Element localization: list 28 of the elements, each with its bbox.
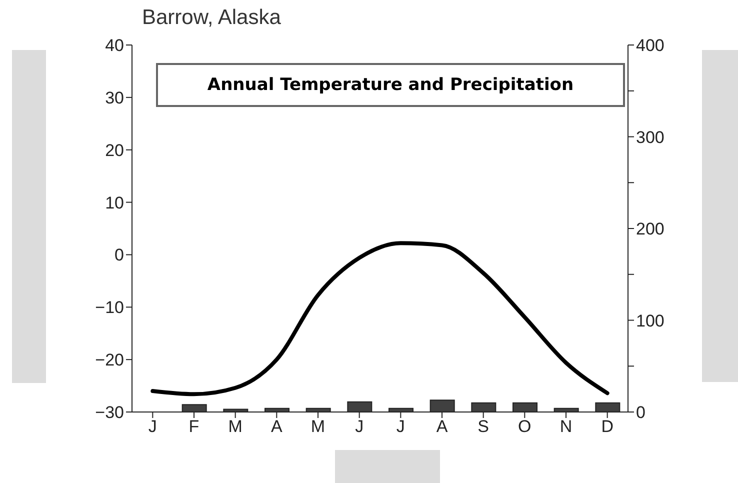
- text: Annual Temperature and Precipitation: [156, 63, 625, 107]
- x-tick-label: M: [228, 417, 242, 436]
- y2-tick-label: 100: [636, 311, 664, 330]
- y-tick-label: 10: [105, 193, 124, 212]
- x-tick-label: D: [601, 417, 614, 436]
- x-tick-label: F: [188, 417, 200, 436]
- x-tick-label: M: [310, 417, 326, 436]
- y2-tick-label: 300: [636, 128, 664, 147]
- x-tick-label: A: [270, 417, 283, 436]
- y-tick-label: 40: [105, 36, 124, 56]
- x-tick-label: S: [478, 417, 490, 436]
- y-tick-label: −30: [95, 403, 124, 422]
- y-tick-label: 0: [114, 246, 124, 265]
- x-tick-label: J: [396, 417, 405, 436]
- y-tick-label: 20: [105, 140, 124, 160]
- line-series: [150, 241, 610, 396]
- y2-tick-label: 0: [636, 403, 646, 422]
- y-tick-label: −20: [95, 350, 124, 370]
- x-tick-label: A: [436, 417, 448, 436]
- y2-tick-label: 400: [636, 36, 664, 56]
- x-tick-label: J: [148, 417, 157, 436]
- x-tick-label: N: [560, 417, 572, 436]
- x-tick-label: O: [518, 417, 532, 436]
- y2-tick-label: 200: [636, 220, 664, 239]
- x-tick-label: J: [355, 417, 364, 436]
- chart-title: Barrow, Alaska: [142, 6, 281, 30]
- y-tick-label: 30: [105, 88, 124, 108]
- y-tick-label: −10: [95, 298, 124, 318]
